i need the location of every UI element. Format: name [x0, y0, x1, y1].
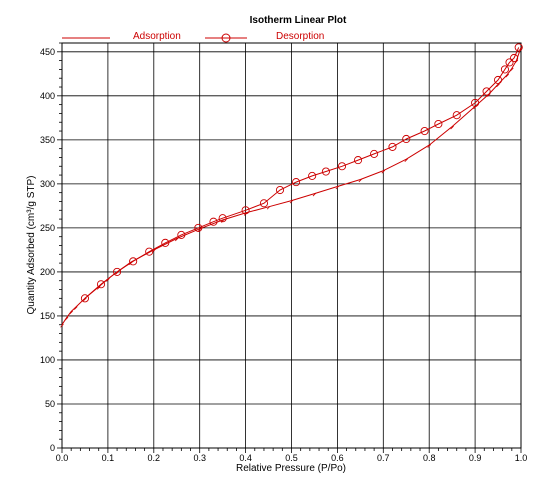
x-tick-label: 0.6	[331, 453, 344, 463]
adsorption-point	[106, 278, 110, 282]
desorption-point	[259, 199, 269, 208]
series-layer	[60, 43, 523, 328]
y-tick-label: 150	[40, 311, 55, 321]
adsorption-point	[335, 185, 340, 190]
desorption-point	[370, 149, 379, 158]
adsorption-point	[115, 271, 119, 275]
desorption-point	[388, 142, 397, 151]
desorption-point	[177, 230, 186, 239]
desorption-point	[452, 111, 461, 120]
adsorption-point	[64, 316, 69, 321]
adsorption-point	[427, 144, 431, 148]
adsorption-point	[197, 227, 202, 232]
desorption-point	[129, 257, 138, 266]
desorption-point	[113, 267, 122, 276]
adsorption-point	[174, 237, 179, 242]
desorption-point	[292, 178, 301, 187]
adsorption-point	[510, 67, 514, 72]
desorption-point	[80, 294, 89, 303]
desorption-point	[434, 119, 443, 129]
series-line-1	[84, 47, 520, 299]
desorption-point	[218, 214, 227, 223]
x-tick-label: 0.2	[148, 453, 161, 463]
adsorption-point	[514, 59, 519, 64]
desorption-point	[402, 134, 411, 144]
desorption-point	[161, 238, 170, 247]
x-tick-label: 0.9	[469, 453, 482, 463]
x-tick-label: 0.3	[193, 453, 206, 463]
adsorption-point	[83, 297, 87, 302]
desorption-point	[354, 156, 363, 165]
adsorption-point	[266, 205, 271, 210]
desorption-point	[96, 280, 106, 289]
desorption-point	[493, 75, 503, 85]
adsorption-point	[289, 199, 294, 204]
y-tick-label: 350	[40, 135, 55, 145]
adsorption-point	[96, 286, 101, 290]
adsorption-point	[505, 73, 510, 78]
x-tick-label: 0.5	[285, 453, 298, 463]
x-tick-label: 0.0	[56, 453, 69, 463]
adsorption-point	[487, 93, 491, 97]
y-tick-label: 400	[40, 91, 55, 101]
adsorption-point	[69, 310, 73, 315]
x-tick-label: 0.8	[423, 453, 436, 463]
desorption-point	[420, 126, 429, 136]
desorption-point	[321, 167, 330, 176]
desorption-point	[482, 87, 491, 96]
desorption-point	[308, 171, 317, 180]
desorption-point	[505, 58, 514, 67]
adsorption-point	[73, 306, 78, 310]
legend-marker-1	[221, 33, 231, 43]
desorption-point	[514, 43, 523, 52]
desorption-point	[275, 185, 285, 195]
axes: 0.0 0.1 0.2 0.3 0.4 0.5 0.6 0.7 0.8 0.9 1.0 0 50 100 1…	[40, 42, 528, 463]
desorption-point	[471, 98, 480, 107]
adsorption-point	[404, 158, 409, 163]
x-tick-label: 0.1	[102, 453, 115, 463]
adsorption-point	[496, 83, 500, 88]
legend-label-1: Desorption	[276, 31, 324, 42]
legend-label-0: Adsorption	[133, 31, 181, 42]
grid	[62, 43, 521, 448]
desorption-point	[510, 53, 519, 63]
chart-title: Isotherm Linear Plot	[250, 15, 347, 26]
adsorption-point	[312, 192, 317, 197]
y-tick-label: 0	[50, 443, 55, 453]
y-tick-label: 100	[40, 355, 55, 365]
desorption-point	[194, 223, 203, 232]
desorption-point	[145, 247, 154, 256]
legend: Adsorption Desorption	[62, 31, 324, 43]
y-tick-label: 250	[40, 223, 55, 233]
desorption-point	[209, 217, 218, 226]
adsorption-point	[60, 323, 64, 328]
y-tick-label: 300	[40, 179, 55, 189]
x-axis-label: Relative Pressure (P/Po)	[236, 463, 346, 474]
y-axis-label: Quantity Adsorbed (cm³/g STP)	[26, 176, 37, 315]
x-tick-label: 0.4	[239, 453, 252, 463]
x-tick-label: 0.7	[377, 453, 390, 463]
y-tick-label: 450	[40, 47, 55, 57]
x-tick-label: 1.0	[515, 453, 528, 463]
adsorption-point	[450, 125, 454, 130]
desorption-point	[500, 65, 509, 74]
y-tick-label: 200	[40, 267, 55, 277]
desorption-point	[337, 162, 347, 171]
adsorption-point	[358, 178, 363, 183]
adsorption-point	[381, 169, 386, 174]
y-tick-label: 50	[45, 399, 55, 409]
desorption-point	[241, 206, 250, 215]
